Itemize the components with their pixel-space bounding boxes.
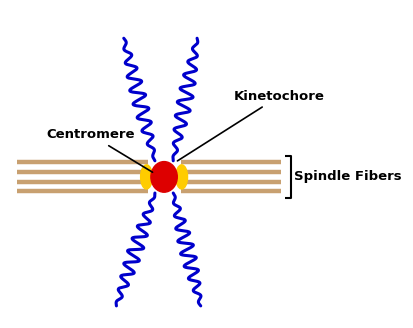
Ellipse shape [176,165,187,189]
Ellipse shape [150,162,177,192]
Ellipse shape [140,165,152,189]
Text: Centromere: Centromere [47,129,152,172]
Text: Spindle Fibers: Spindle Fibers [294,171,401,183]
Text: Kinetochore: Kinetochore [177,90,324,161]
